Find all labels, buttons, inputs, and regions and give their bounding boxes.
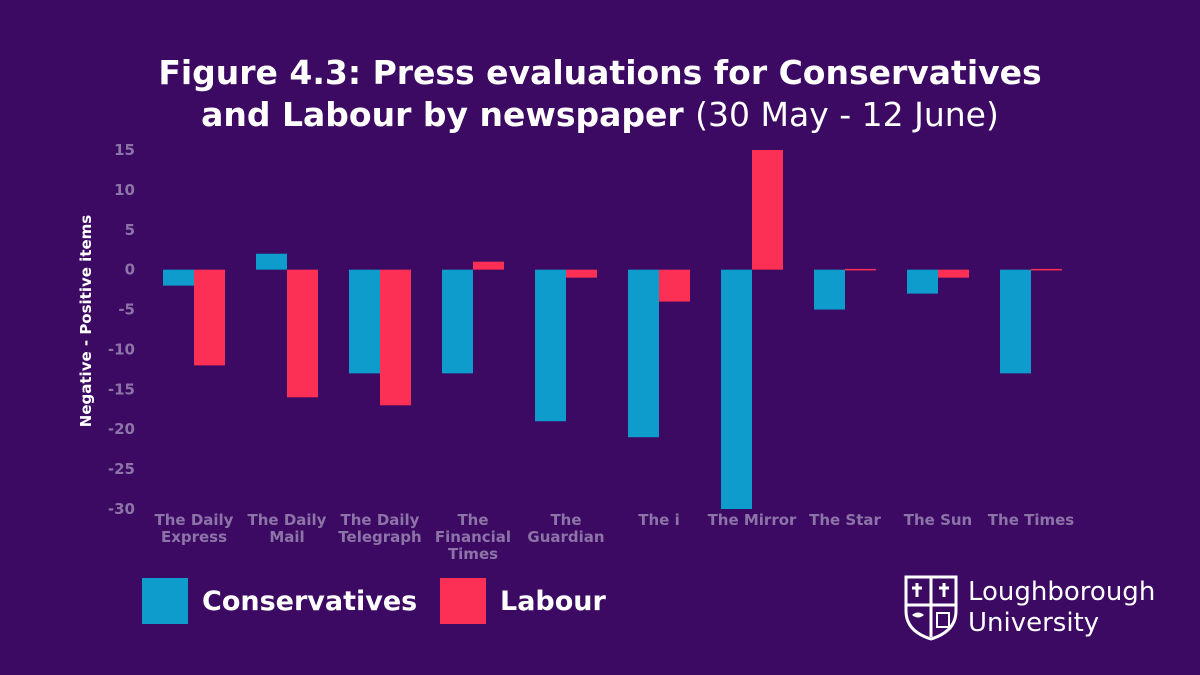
y-tick-label: -25 [108,460,135,478]
bar-labour [752,150,783,270]
bar-labour [566,269,597,278]
x-tick-label: The Times [988,511,1074,529]
bar-conservatives [349,269,380,374]
bar-labour [287,269,318,398]
y-tick-label: -15 [108,380,135,398]
title-main-part: and Labour by newspaper [201,95,684,134]
bar-conservatives [1000,269,1031,374]
bar-conservatives [814,269,845,310]
university-logo: Loughborough University [904,575,1155,641]
x-tick-label: The Financial Times [435,511,511,563]
bar-conservatives [907,269,938,294]
y-axis-label: Negative - Positive items [77,215,95,427]
title-line-2: and Labour by newspaper (30 May - 12 Jun… [0,94,1200,136]
y-tick-label: -10 [108,340,135,358]
bar-labour [938,269,969,278]
title-line-1: Figure 4.3: Press evaluations for Conser… [158,53,1042,92]
title-date-range: (30 May - 12 June) [695,95,999,134]
y-tick-label: -20 [108,420,135,438]
y-tick-label: 0 [125,261,135,279]
logo-line-2: University [968,608,1100,638]
x-tick-label: The Daily Telegraph [338,511,421,546]
y-tick-label: 15 [114,141,135,159]
bar-labour [380,269,411,406]
y-tick-label: 5 [125,221,135,239]
logo-wordmark: Loughborough University [968,577,1155,639]
university-crest-icon [904,575,958,641]
x-tick-label: The Daily Mail [248,511,327,546]
x-tick-label: The Mirror [708,511,797,529]
logo-line-1: Loughborough [968,577,1156,607]
bar-conservatives [535,269,566,422]
legend-item-labour: Labour [440,578,606,624]
x-tick-label: The Sun [904,511,972,529]
legend-label-conservatives: Conservatives [202,585,418,617]
x-tick-label: The Guardian [527,511,604,546]
legend-swatch-conservatives [142,578,188,624]
legend-item-conservatives: Conservatives [142,578,417,624]
y-tick-label: 10 [114,181,135,199]
bar-conservatives [721,269,752,509]
legend-label-labour: Labour [500,585,606,617]
bar-conservatives [442,269,473,374]
bar-conservatives [163,269,194,286]
bar-labour [845,268,876,271]
bar-labour [659,269,690,302]
bar-labour [473,261,504,270]
legend-swatch-labour [440,578,486,624]
x-tick-label: The i [638,511,679,529]
y-tick-label: -5 [118,301,135,319]
bar-labour [194,269,225,366]
bar-conservatives [256,253,287,270]
y-tick-label: -30 [108,500,135,518]
bar-labour [1031,268,1062,271]
x-tick-label: The Daily Express [155,511,234,546]
x-tick-label: The Star [809,511,881,529]
chart-title: Figure 4.3: Press evaluations for Conser… [0,52,1200,136]
bar-conservatives [628,269,659,438]
